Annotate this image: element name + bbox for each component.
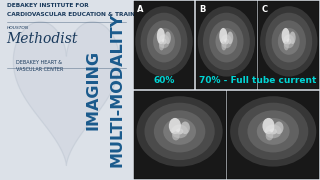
Bar: [133, 1, 195, 89]
Ellipse shape: [221, 35, 232, 48]
Text: 60%: 60%: [153, 76, 175, 85]
Text: DEBAKEY HEART &
VASCULAR CENTER: DEBAKEY HEART & VASCULAR CENTER: [16, 60, 63, 72]
Ellipse shape: [262, 118, 275, 134]
Ellipse shape: [238, 103, 308, 160]
Ellipse shape: [278, 28, 300, 55]
Ellipse shape: [219, 28, 227, 44]
Text: B: B: [199, 5, 205, 14]
Ellipse shape: [135, 6, 193, 77]
Text: HOUSTON: HOUSTON: [7, 26, 29, 30]
Ellipse shape: [221, 41, 227, 50]
Ellipse shape: [283, 35, 294, 48]
Text: A: A: [137, 5, 143, 14]
Ellipse shape: [159, 41, 164, 50]
Ellipse shape: [289, 31, 296, 44]
Ellipse shape: [158, 35, 170, 48]
Ellipse shape: [286, 38, 291, 44]
Ellipse shape: [265, 125, 282, 138]
Text: CARDIOVASCULAR EDUCATION & TRAINING: CARDIOVASCULAR EDUCATION & TRAINING: [7, 12, 146, 17]
Text: DEBAKEY INSTITUTE FOR: DEBAKEY INSTITUTE FOR: [7, 3, 88, 8]
Ellipse shape: [227, 31, 233, 44]
Ellipse shape: [157, 28, 165, 44]
Ellipse shape: [147, 20, 181, 62]
Bar: [133, 91, 226, 179]
Ellipse shape: [230, 96, 316, 167]
Ellipse shape: [140, 13, 188, 70]
Ellipse shape: [154, 110, 205, 152]
Ellipse shape: [257, 118, 290, 145]
Ellipse shape: [198, 6, 255, 77]
Bar: [227, 91, 319, 179]
Text: 70% - Full tube current: 70% - Full tube current: [199, 76, 316, 85]
Ellipse shape: [180, 122, 190, 134]
Ellipse shape: [171, 125, 188, 138]
Text: IMAGING: IMAGING: [85, 50, 100, 130]
Ellipse shape: [172, 131, 180, 140]
Ellipse shape: [162, 38, 166, 44]
Ellipse shape: [284, 41, 289, 50]
Ellipse shape: [163, 118, 196, 145]
Ellipse shape: [215, 28, 237, 55]
Bar: [258, 1, 319, 89]
Ellipse shape: [269, 128, 277, 134]
Ellipse shape: [203, 13, 250, 70]
Text: MULTI-MODALITY: MULTI-MODALITY: [109, 13, 124, 167]
Ellipse shape: [209, 20, 244, 62]
Ellipse shape: [282, 28, 290, 44]
Bar: [196, 1, 257, 89]
Ellipse shape: [265, 13, 312, 70]
Text: C: C: [261, 5, 268, 14]
Ellipse shape: [145, 103, 215, 160]
Ellipse shape: [266, 131, 273, 140]
Ellipse shape: [164, 31, 171, 44]
Ellipse shape: [137, 96, 223, 167]
Ellipse shape: [247, 110, 299, 152]
Ellipse shape: [176, 128, 183, 134]
Ellipse shape: [224, 38, 229, 44]
Ellipse shape: [274, 122, 284, 134]
Ellipse shape: [272, 20, 306, 62]
Ellipse shape: [153, 28, 175, 55]
Ellipse shape: [260, 6, 317, 77]
Text: Methodist: Methodist: [7, 32, 78, 46]
Ellipse shape: [169, 118, 181, 134]
Polygon shape: [13, 22, 119, 166]
